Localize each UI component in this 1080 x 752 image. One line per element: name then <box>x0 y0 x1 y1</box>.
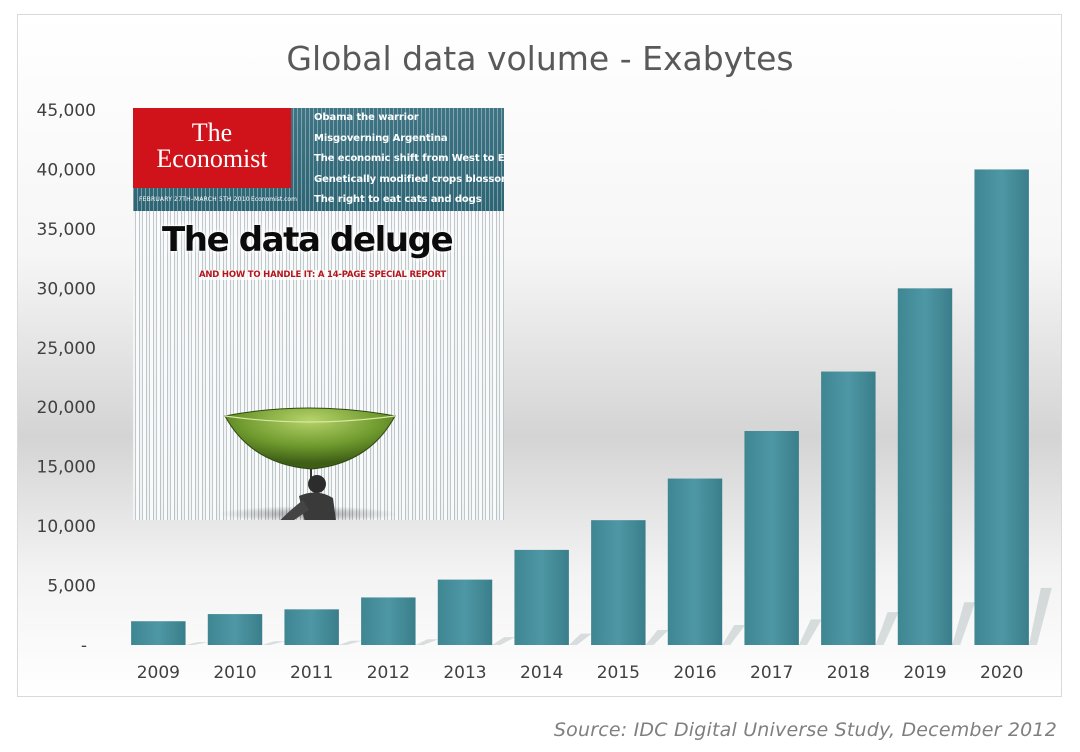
y-tick-label: 20,000 <box>37 398 96 418</box>
x-tick-label: 2013 <box>443 663 486 683</box>
x-tick-label: 2020 <box>980 663 1023 683</box>
bar-2012 <box>361 597 416 645</box>
y-tick-label: 15,000 <box>37 458 96 478</box>
cover-headline: Misgoverning Argentina <box>314 132 448 144</box>
y-tick-label: 10,000 <box>37 517 96 537</box>
x-tick-label: 2010 <box>213 663 256 683</box>
bar-2020 <box>974 169 1029 645</box>
y-tick-label: 40,000 <box>37 160 96 180</box>
bar-shadow <box>722 625 746 645</box>
y-tick-label: 5,000 <box>47 577 96 597</box>
x-tick-label: 2011 <box>290 663 333 683</box>
y-tick-label: 25,000 <box>37 339 96 359</box>
bar-shadow <box>262 641 286 645</box>
umbrella-man-illustration <box>218 407 398 520</box>
bar-shadow <box>338 640 362 645</box>
bar-2010 <box>207 614 263 645</box>
bar-2017 <box>744 431 799 645</box>
economist-logo: The Economist <box>133 108 291 188</box>
logo-line-2: Economist <box>156 144 268 173</box>
x-tick-label: 2019 <box>903 663 946 683</box>
x-tick-label: 2015 <box>597 663 640 683</box>
bar-shadow <box>492 637 516 645</box>
bar-2016 <box>667 478 723 645</box>
cover-title: The data deluge <box>162 220 454 260</box>
cover-headlines: Obama the warrior Misgoverning Argentina… <box>314 110 504 213</box>
x-tick-label: 2009 <box>137 663 180 683</box>
bar-2014 <box>514 549 569 645</box>
source-note: Source: IDC Digital Universe Study, Dece… <box>553 719 1057 741</box>
cover-headline: The economic shift from West to East <box>314 153 504 164</box>
cover-header: The Economist FEBRUARY 27TH–MARCH 5TH 20… <box>133 108 504 211</box>
bar-2013 <box>437 579 493 645</box>
x-tick-label: 2014 <box>520 663 563 683</box>
y-tick-label: 35,000 <box>37 220 96 240</box>
cover-date: FEBRUARY 27TH–MARCH 5TH 2010 <box>139 196 250 203</box>
bar-2018 <box>821 371 876 645</box>
bar-2015 <box>591 520 646 645</box>
economist-cover-image: The Economist FEBRUARY 27TH–MARCH 5TH 20… <box>133 108 504 520</box>
cover-subtitle: AND HOW TO HANDLE IT: A 14-PAGE SPECIAL … <box>199 270 447 280</box>
bar-shadow <box>798 619 822 645</box>
bar-2011 <box>284 609 339 645</box>
cover-headline: Obama the warrior <box>314 112 419 123</box>
bar-shadow <box>1028 587 1052 645</box>
bar-shadow <box>415 639 439 645</box>
bar-shadow <box>952 602 976 645</box>
x-tick-label: 2018 <box>827 663 870 683</box>
cover-headline: Genetically modified crops blossom <box>314 173 504 185</box>
x-tick-label: 2016 <box>673 663 716 683</box>
y-tick-label: 45,000 <box>37 101 96 121</box>
bar-shadow <box>185 642 209 645</box>
y-tick-label: - <box>81 636 87 656</box>
logo-line-1: The <box>191 118 233 147</box>
bar-shadow <box>645 630 669 645</box>
bar-shadow <box>568 633 592 645</box>
y-tick-label: 30,000 <box>37 279 96 299</box>
bar-shadow <box>875 612 899 645</box>
cover-website: Economist.com <box>251 196 297 203</box>
cover-headline: The right to eat cats and dogs <box>314 194 482 205</box>
x-tick-label: 2012 <box>367 663 410 683</box>
bar-2009 <box>131 621 186 645</box>
chart-title: Global data volume - Exabytes <box>286 39 793 78</box>
bar-2019 <box>897 288 953 645</box>
x-tick-label: 2017 <box>750 663 793 683</box>
